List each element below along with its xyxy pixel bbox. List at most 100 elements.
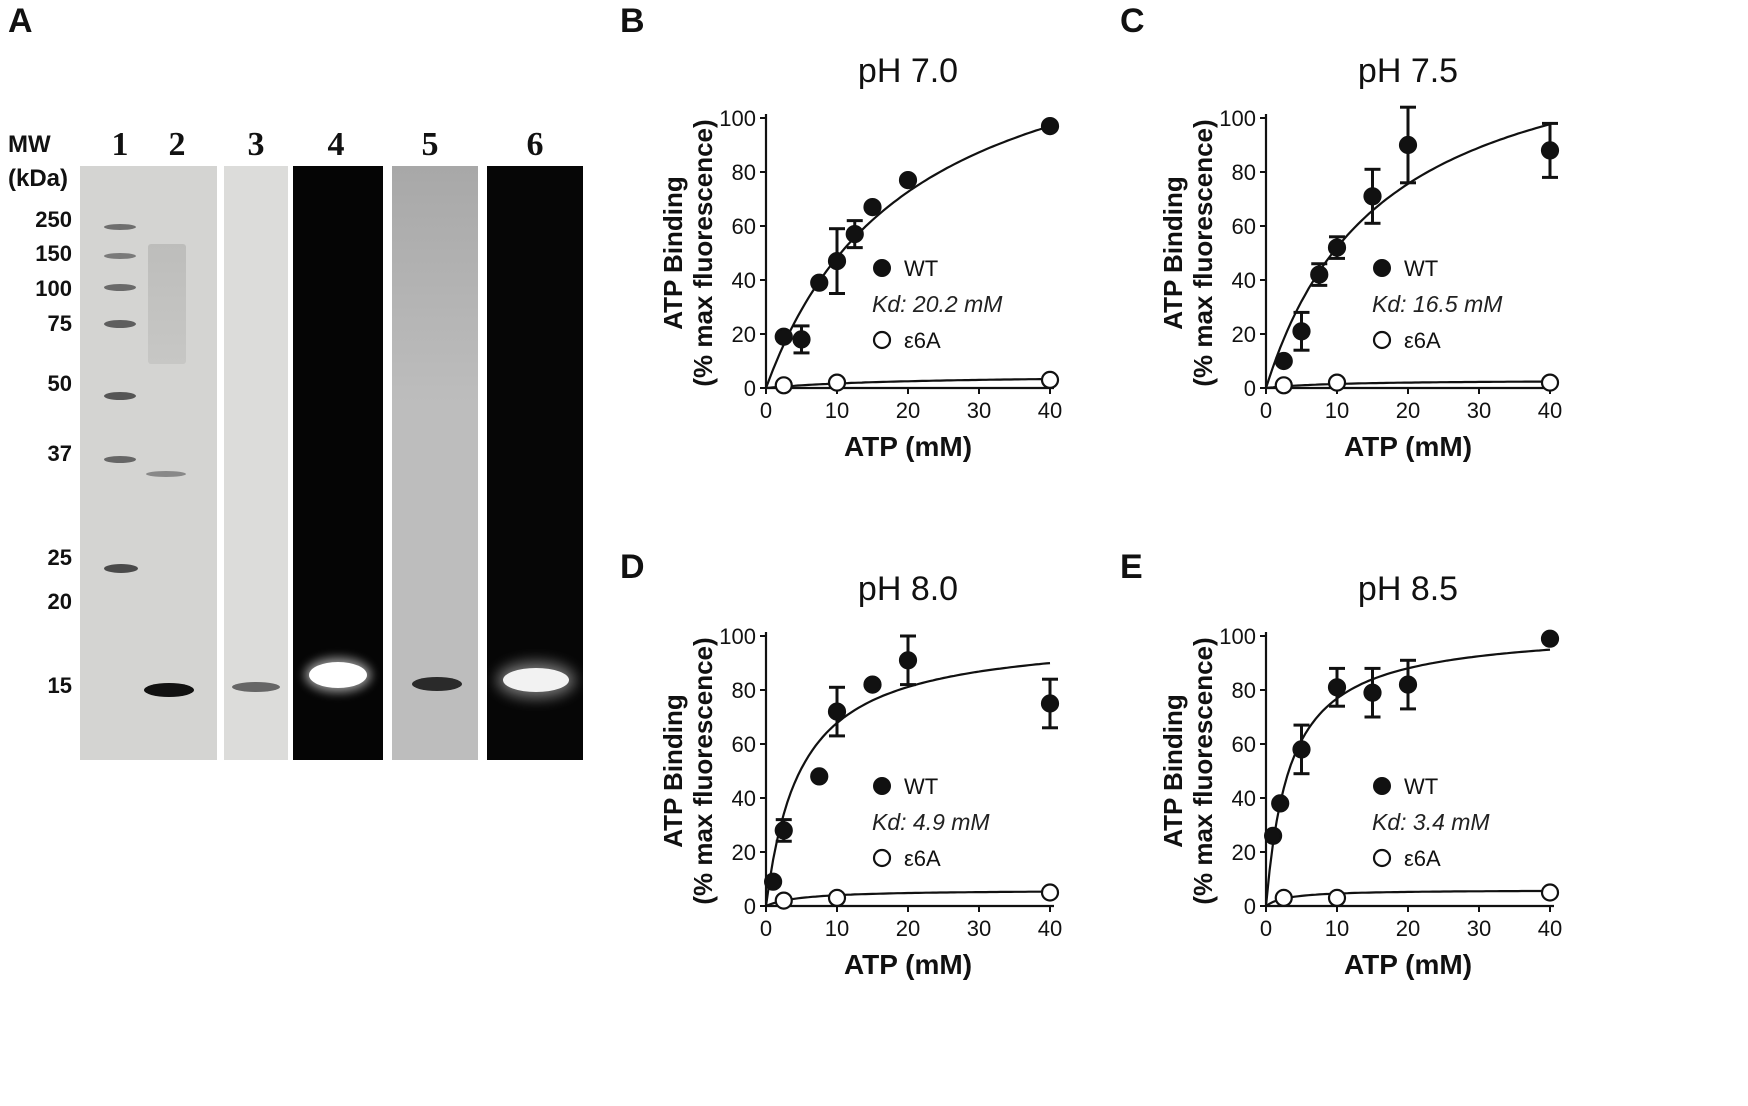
legend-label-e6a: ε6A (1404, 846, 1441, 871)
legend-marker-wt (873, 777, 891, 795)
legend-label-wt: WT (904, 256, 938, 281)
y-tick-label: 60 (732, 732, 756, 757)
panel-label-a: A (8, 2, 33, 40)
gel-image-lanes-1-2 (80, 166, 217, 760)
data-point-e6a (1327, 888, 1347, 907)
data-point-e6a (1540, 373, 1560, 392)
data-point-wt (827, 702, 847, 721)
y-tick-label: 100 (719, 106, 756, 131)
marker-band-250 (104, 224, 136, 230)
data-point-wt (1310, 265, 1329, 284)
data-point-wt (898, 651, 918, 670)
legend-marker-wt (1373, 259, 1391, 277)
y-tick-label: 20 (732, 322, 756, 347)
y-tick-label: 80 (1232, 678, 1256, 703)
data-point-e6a (1327, 373, 1347, 392)
y-tick-label: 0 (1244, 376, 1256, 401)
gel-image-lane-3 (224, 166, 288, 760)
mw-marker-50: 50 (47, 371, 72, 396)
mw-marker-100: 100 (35, 276, 72, 301)
data-point-wt (1327, 238, 1347, 257)
data-point-e6a (1540, 883, 1560, 902)
data-point-wt (863, 198, 882, 217)
data-point-wt (1040, 116, 1060, 136)
gel-image-lane-4 (293, 166, 383, 760)
legend-marker-e6a (1372, 848, 1392, 868)
x-axis-label: ATP (mM) (844, 431, 972, 462)
lane-number-5: 5 (421, 126, 439, 163)
data-point-wt (1363, 187, 1382, 206)
y-tick-label: 20 (1232, 840, 1256, 865)
data-point-wt (774, 327, 793, 346)
chart-panel-b: pH 7.0 0 20 40 60 80 100 0 10 20 30 40 ATP (mM) ATP B… (658, 52, 1062, 462)
data-point-e6a (1040, 370, 1060, 389)
x-tick-label: 0 (1260, 916, 1272, 941)
legend-label-e6a: ε6A (904, 328, 941, 353)
data-point-wt (764, 872, 783, 891)
data-point-wt (1327, 678, 1347, 697)
lane-number-2: 2 (168, 126, 186, 163)
y-tick-label: 0 (744, 376, 756, 401)
data-point-wt (1398, 135, 1418, 155)
lane2-band-37 (146, 471, 186, 477)
x-tick-label: 20 (1396, 398, 1420, 423)
data-point-wt (845, 225, 864, 244)
y-tick-label: 0 (744, 894, 756, 919)
panel-label-c: C (1120, 2, 1145, 40)
x-tick-label: 0 (1260, 398, 1272, 423)
marker-band-50 (104, 392, 136, 400)
mw-title-line1: MW (8, 131, 51, 158)
data-point-wt (898, 171, 918, 190)
lane-number-3: 3 (247, 126, 265, 163)
kd-annotation: Kd: 3.4 mM (1372, 809, 1490, 835)
data-point-wt (827, 252, 847, 271)
y-axis-label-line2: (% max fluorescence) (1188, 637, 1218, 904)
y-axis-label-line1: ATP Binding (658, 176, 688, 330)
mw-marker-250: 250 (35, 207, 72, 232)
data-point-wt (863, 675, 882, 694)
x-axis-label: ATP (mM) (1344, 949, 1472, 980)
mw-marker-15: 15 (47, 673, 72, 698)
x-tick-label: 10 (1325, 916, 1349, 941)
y-tick-label: 40 (1232, 786, 1256, 811)
lane-number-6: 6 (526, 126, 544, 163)
lane-number-1: 1 (111, 126, 129, 163)
x-tick-label: 40 (1038, 916, 1062, 941)
x-tick-label: 40 (1038, 398, 1062, 423)
data-point-wt (1292, 740, 1311, 759)
lane3-band-15 (232, 682, 280, 692)
lane4-fluor-band (309, 662, 367, 688)
chart-panel-e: pH 8.5 0 20 40 60 80 100 0 10 20 30 40 ATP (mM) ATP B… (1158, 570, 1562, 980)
mw-marker-75: 75 (47, 311, 72, 336)
marker-band-150 (104, 253, 136, 259)
y-tick-label: 20 (1232, 322, 1256, 347)
legend-marker-wt (873, 259, 891, 277)
data-point-wt (1540, 629, 1560, 648)
lane2-band-high (148, 244, 186, 364)
data-point-wt (774, 821, 793, 840)
y-tick-label: 40 (1232, 268, 1256, 293)
mw-marker-37: 37 (47, 441, 72, 466)
gel-image-lane-5 (392, 166, 478, 760)
data-point-e6a (827, 888, 847, 907)
y-tick-label: 60 (732, 214, 756, 239)
y-axis-label-line2: (% max fluorescence) (688, 119, 718, 386)
panel-label-b: B (620, 2, 645, 40)
data-point-e6a (774, 376, 793, 395)
x-tick-label: 10 (825, 398, 849, 423)
marker-band-25 (104, 564, 138, 573)
y-tick-label: 80 (732, 678, 756, 703)
fit-curve-e6a (1265, 380, 1550, 390)
y-axis-label-line2: (% max fluorescence) (1188, 119, 1218, 386)
lane-number-4: 4 (327, 126, 345, 163)
chart-panel-d: pH 8.0 0 20 40 60 80 100 0 10 20 30 40 ATP (mM) ATP B… (658, 570, 1062, 980)
data-point-wt (1363, 683, 1382, 702)
x-tick-label: 40 (1538, 398, 1562, 423)
mw-title-line2: (kDa) (8, 165, 69, 192)
data-point-wt (1398, 675, 1418, 694)
data-point-wt (1540, 141, 1560, 160)
marker-band-37 (104, 456, 136, 463)
x-tick-label: 0 (760, 916, 772, 941)
y-tick-label: 100 (719, 624, 756, 649)
x-tick-label: 0 (760, 398, 772, 423)
